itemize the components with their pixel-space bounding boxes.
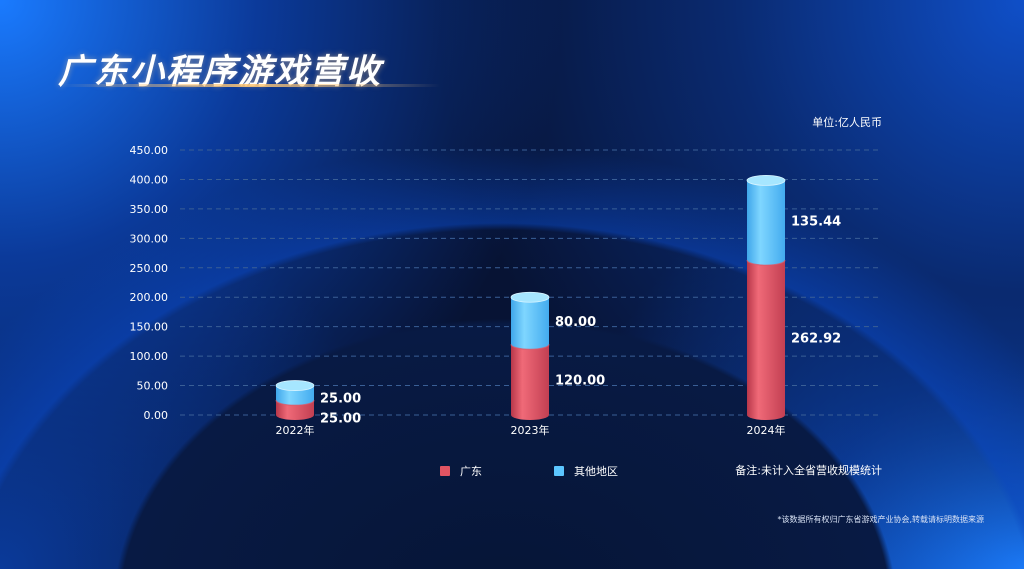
legend-swatch-guangdong [440, 466, 450, 476]
unit-label: 单位:亿人民币 [812, 116, 882, 129]
legend-item-guangdong: 广东 [440, 463, 482, 479]
bar-other [511, 297, 549, 350]
footnote: 备注:未计入全省营收规模统计 [735, 464, 882, 477]
x-tick-label: 2022年 [276, 423, 315, 437]
y-tick-label: 450.00 [130, 144, 169, 157]
legend-swatch-other [554, 466, 564, 476]
y-tick-label: 200.00 [130, 291, 169, 304]
data-label-guangdong: 25.00 [320, 411, 361, 426]
label-layer: 2022年 25.00 25.00 2023年 120.00 80.00 2024年 262.… [276, 214, 842, 437]
bar-seam [275, 400, 315, 406]
grid-layer: 0.00 50.00 100.00 150.00 200.00 250.00 300.00 3… [130, 144, 880, 422]
y-tick-label: 0.00 [144, 409, 169, 422]
bar-top-cap [275, 380, 315, 391]
bar-layer [275, 175, 786, 420]
title-underline-glow [60, 84, 440, 87]
legend-label-other: 其他地区 [574, 465, 618, 478]
data-label-guangdong: 262.92 [791, 332, 841, 347]
bar-guangdong [747, 260, 785, 420]
y-tick-label: 150.00 [130, 321, 169, 334]
bar-top-cap [510, 291, 550, 303]
y-tick-label: 100.00 [130, 350, 169, 363]
data-label-other: 80.00 [555, 315, 596, 330]
bar-guangdong [511, 344, 549, 420]
bar-other [276, 385, 314, 406]
legend: 广东 其他地区 [440, 463, 618, 479]
bar-seam [746, 259, 786, 266]
bar-seam [510, 344, 550, 350]
x-tick-label: 2023年 [511, 423, 550, 437]
y-tick-label: 350.00 [130, 203, 169, 216]
data-label-guangdong: 120.00 [555, 374, 605, 389]
y-tick-label: 300.00 [130, 232, 169, 245]
y-tick-label: 50.00 [137, 380, 169, 393]
x-tick-label: 2024年 [747, 423, 786, 437]
y-tick-label: 250.00 [130, 262, 169, 275]
bar-other [747, 180, 785, 266]
bar-top-cap [746, 175, 786, 186]
data-label-other: 135.44 [791, 214, 841, 229]
data-label-other: 25.00 [320, 391, 361, 406]
y-tick-label: 400.00 [130, 173, 169, 186]
legend-item-other: 其他地区 [554, 463, 618, 479]
copyright-notice: *该数据所有权归广东省游戏产业协会,转载请标明数据来源 [777, 515, 984, 524]
legend-label-guangdong: 广东 [460, 465, 482, 478]
